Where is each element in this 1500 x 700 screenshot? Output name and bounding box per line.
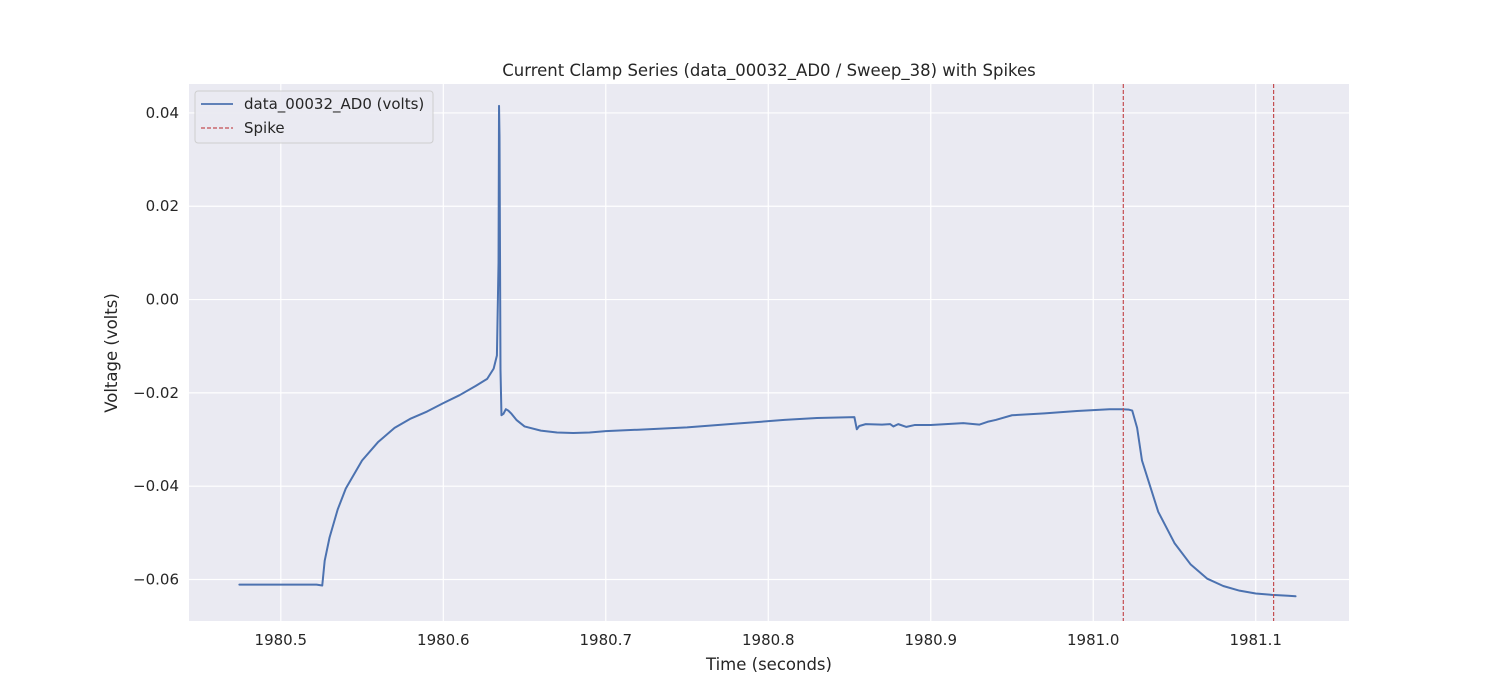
legend-label-series: data_00032_AD0 (volts) xyxy=(244,95,424,114)
series-layer xyxy=(238,104,1297,598)
x-tick-label: 1980.6 xyxy=(417,631,470,649)
x-tick-label: 1981.1 xyxy=(1229,631,1282,649)
x-axis-label: Time (seconds) xyxy=(705,655,832,674)
series-line-0 xyxy=(238,104,1297,598)
x-tick-label: 1981.0 xyxy=(1067,631,1120,649)
plot-background xyxy=(189,84,1349,621)
y-tick-label: 0.02 xyxy=(146,197,179,215)
y-tick-label: 0.00 xyxy=(146,291,179,309)
y-axis-label: Voltage (volts) xyxy=(102,293,121,413)
spike-layer xyxy=(1122,84,1275,621)
y-tick-label: −0.04 xyxy=(133,477,179,495)
x-tick-label: 1980.9 xyxy=(905,631,958,649)
chart-title: Current Clamp Series (data_00032_AD0 / S… xyxy=(502,61,1036,81)
y-tick-label: −0.06 xyxy=(133,570,179,588)
x-axis: 1980.5 1980.6 1980.7 1980.8 1980.9 1981.0 1981… xyxy=(255,631,1282,649)
grid xyxy=(189,84,1349,621)
legend-box xyxy=(194,90,434,144)
x-tick-label: 1980.7 xyxy=(580,631,633,649)
x-tick-label: 1980.5 xyxy=(255,631,308,649)
y-axis: 0.04 0.02 0.00 −0.02 −0.04 −0.06 xyxy=(133,104,179,589)
legend: data_00032_AD0 (volts) Spike xyxy=(194,90,434,144)
y-tick-label: 0.04 xyxy=(146,104,179,122)
x-tick-label: 1980.8 xyxy=(742,631,795,649)
legend-label-spike: Spike xyxy=(244,119,285,137)
y-tick-label: −0.02 xyxy=(133,384,179,402)
